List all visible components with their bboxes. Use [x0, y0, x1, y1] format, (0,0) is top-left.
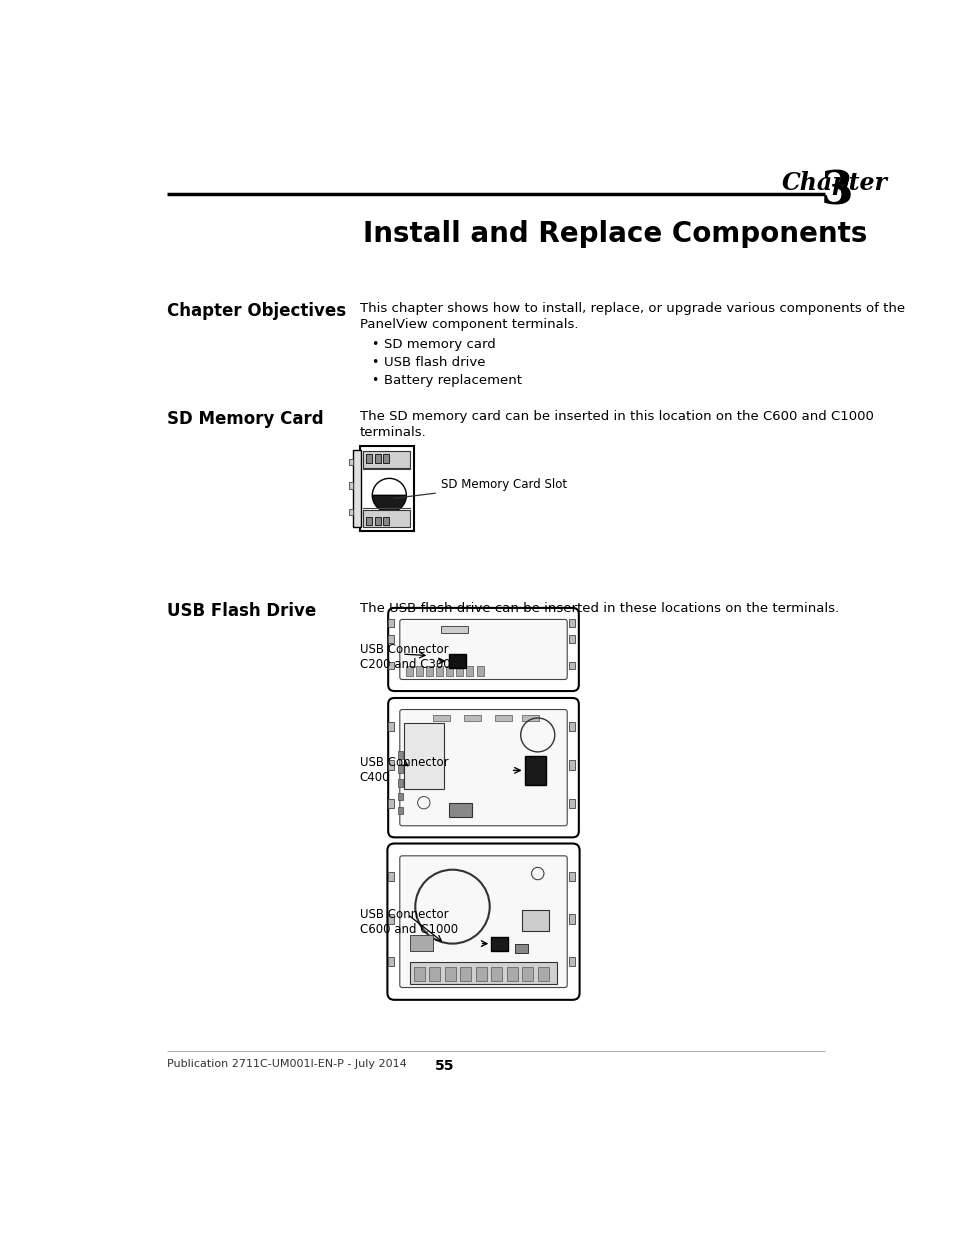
FancyBboxPatch shape	[388, 698, 578, 837]
Bar	[363, 451, 410, 468]
Bar	[397, 806, 402, 814]
Bar	[406, 667, 413, 676]
Bar	[436, 667, 443, 676]
Bar	[388, 799, 394, 808]
Bar	[464, 715, 480, 721]
Bar	[388, 635, 394, 642]
Bar	[416, 667, 422, 676]
Bar	[388, 662, 394, 669]
Bar	[524, 756, 546, 785]
FancyBboxPatch shape	[399, 620, 567, 679]
Text: This chapter shows how to install, replace, or upgrade various components of the: This chapter shows how to install, repla…	[359, 303, 903, 315]
Bar	[537, 967, 548, 982]
Bar	[514, 944, 528, 953]
Bar	[568, 761, 575, 769]
Bar	[446, 667, 453, 676]
Bar	[506, 967, 517, 982]
Bar	[365, 517, 372, 525]
Bar	[456, 667, 463, 676]
Text: Install and Replace Components: Install and Replace Components	[363, 220, 866, 248]
Bar	[397, 779, 402, 787]
Bar	[410, 935, 433, 951]
Text: •: •	[371, 356, 378, 369]
FancyBboxPatch shape	[399, 856, 567, 988]
Bar	[365, 454, 372, 463]
Text: USB Flash Drive: USB Flash Drive	[167, 603, 316, 620]
Wedge shape	[372, 495, 406, 513]
Text: Chapter Objectives: Chapter Objectives	[167, 303, 346, 320]
Text: Battery replacement: Battery replacement	[384, 374, 521, 387]
Text: USB Connector
C200 and C300: USB Connector C200 and C300	[359, 643, 450, 672]
Bar	[388, 957, 394, 966]
Bar	[388, 914, 394, 924]
Bar	[348, 483, 353, 489]
Bar	[388, 872, 394, 882]
Text: SD Memory Card Slot: SD Memory Card Slot	[395, 478, 566, 498]
Bar	[403, 724, 443, 789]
Bar	[568, 872, 575, 882]
Bar	[521, 910, 549, 931]
Bar	[426, 667, 433, 676]
FancyBboxPatch shape	[387, 844, 579, 1000]
Bar	[388, 761, 394, 769]
Text: 55: 55	[435, 1060, 454, 1073]
Text: The USB flash drive can be inserted in these locations on the terminals.: The USB flash drive can be inserted in t…	[359, 603, 838, 615]
Text: •: •	[371, 338, 378, 352]
Bar	[568, 914, 575, 924]
Bar	[459, 967, 471, 982]
Text: PanelView component terminals.: PanelView component terminals.	[359, 319, 578, 331]
Bar	[568, 957, 575, 966]
Bar	[448, 655, 465, 668]
Bar	[568, 635, 575, 642]
Bar	[414, 967, 424, 982]
Bar	[359, 446, 414, 531]
Bar	[476, 967, 486, 982]
Bar	[397, 793, 402, 800]
Bar	[397, 751, 402, 758]
Bar	[433, 715, 450, 721]
Bar	[521, 715, 538, 721]
Bar	[568, 799, 575, 808]
Bar	[382, 517, 389, 525]
Bar	[388, 721, 394, 731]
Bar	[440, 626, 468, 634]
Bar	[491, 936, 508, 951]
Bar	[388, 620, 394, 627]
Bar	[375, 454, 381, 463]
Text: SD Memory Card: SD Memory Card	[167, 410, 324, 429]
Bar	[353, 450, 360, 527]
Text: Chapter: Chapter	[781, 172, 887, 195]
Text: Publication 2711C-UM001I-EN-P - July 2014: Publication 2711C-UM001I-EN-P - July 201…	[167, 1060, 407, 1070]
Text: USB flash drive: USB flash drive	[384, 356, 485, 369]
Bar	[568, 620, 575, 627]
Text: •: •	[371, 374, 378, 387]
Bar	[444, 967, 456, 982]
Bar	[491, 967, 501, 982]
FancyBboxPatch shape	[399, 710, 567, 826]
Text: SD memory card: SD memory card	[384, 338, 496, 352]
Bar	[466, 667, 473, 676]
Bar	[363, 510, 410, 527]
Bar	[568, 721, 575, 731]
Bar	[521, 967, 533, 982]
FancyBboxPatch shape	[388, 608, 578, 692]
Text: USB Connector
C600 and C1000: USB Connector C600 and C1000	[359, 908, 457, 936]
Text: 3: 3	[820, 169, 853, 215]
Bar	[495, 715, 512, 721]
Bar	[568, 662, 575, 669]
Bar	[348, 509, 353, 515]
Text: The SD memory card can be inserted in this location on the C600 and C1000: The SD memory card can be inserted in th…	[359, 410, 872, 424]
Text: terminals.: terminals.	[359, 426, 426, 440]
Text: USB Connector
C400: USB Connector C400	[359, 756, 448, 784]
Bar	[348, 459, 353, 466]
Bar	[375, 517, 381, 525]
Bar	[429, 967, 439, 982]
Bar	[410, 962, 557, 983]
Bar	[397, 764, 402, 773]
Bar	[382, 454, 389, 463]
Bar	[476, 667, 483, 676]
Bar	[448, 804, 472, 818]
